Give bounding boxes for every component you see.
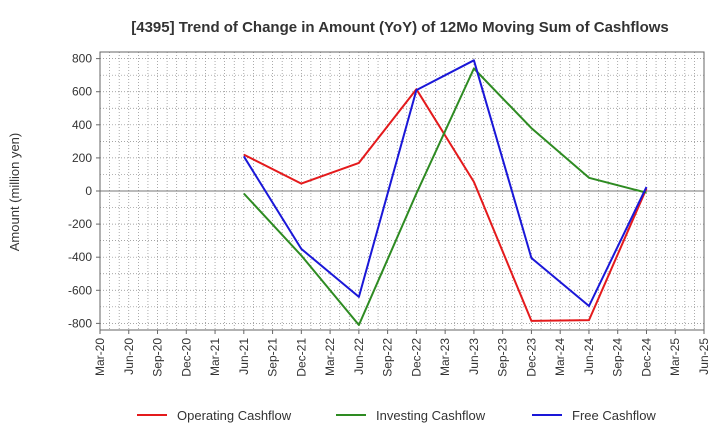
legend: Operating Cashflow Investing Cashflow Free… <box>137 408 656 423</box>
y-tick-label: -800 <box>68 316 92 330</box>
y-tick-label: -600 <box>68 283 92 297</box>
grid <box>100 52 704 330</box>
legend-label-investing-cashflow: Investing Cashflow <box>376 408 486 423</box>
y-tick-label: 200 <box>72 151 92 165</box>
x-tick-label: Jun-23 <box>467 338 481 375</box>
x-tick-label: Mar-21 <box>208 338 222 376</box>
x-tick-label: Sep-24 <box>611 338 625 377</box>
x-tick-label: Sep-21 <box>266 338 280 377</box>
x-tick-label: Dec-24 <box>639 338 653 377</box>
x-tick-label: Dec-23 <box>524 338 538 377</box>
legend-label-operating-cashflow: Operating Cashflow <box>177 408 292 423</box>
chart-title: [4395] Trend of Change in Amount (YoY) o… <box>131 19 669 36</box>
y-tick-label: 600 <box>72 85 92 99</box>
x-tick-label: Mar-20 <box>93 338 107 376</box>
x-tick-label: Dec-22 <box>409 338 423 377</box>
x-tick-label: Sep-23 <box>496 338 510 377</box>
y-tick-label: -200 <box>68 217 92 231</box>
operating-cashflow-line <box>243 88 648 322</box>
x-tick-label: Jun-22 <box>352 338 366 375</box>
y-axis-ticks: -800 -600 -400 -200 0 200 400 600 800 <box>68 52 100 330</box>
x-axis-ticks: Mar-20 Jun-20 Sep-20 Dec-20 Mar-21 Jun-21 Sep-… <box>93 330 711 377</box>
x-tick-label: Mar-25 <box>668 338 682 376</box>
x-tick-label: Jun-20 <box>122 338 136 375</box>
y-tick-label: 800 <box>72 52 92 66</box>
free-cashflow-line <box>242 59 648 307</box>
legend-label-free-cashflow: Free Cashflow <box>572 408 656 423</box>
y-tick-label: -400 <box>68 250 92 264</box>
series-lines <box>242 59 648 326</box>
x-tick-label: Sep-20 <box>151 338 165 377</box>
x-tick-label: Jun-24 <box>582 338 596 375</box>
y-tick-label: 400 <box>72 118 92 132</box>
x-tick-label: Dec-21 <box>294 338 308 377</box>
x-tick-label: Sep-22 <box>381 338 395 377</box>
x-tick-label: Dec-20 <box>179 338 193 377</box>
x-tick-label: Jun-21 <box>237 338 251 375</box>
x-tick-label: Mar-22 <box>323 338 337 376</box>
y-axis-label: Amount (million yen) <box>7 133 22 252</box>
y-tick-label: 0 <box>85 184 92 198</box>
x-tick-label: Mar-23 <box>438 338 452 376</box>
x-tick-label: Mar-24 <box>553 338 567 376</box>
x-tick-label: Jun-25 <box>697 338 711 375</box>
investing-cashflow-line <box>243 67 647 326</box>
